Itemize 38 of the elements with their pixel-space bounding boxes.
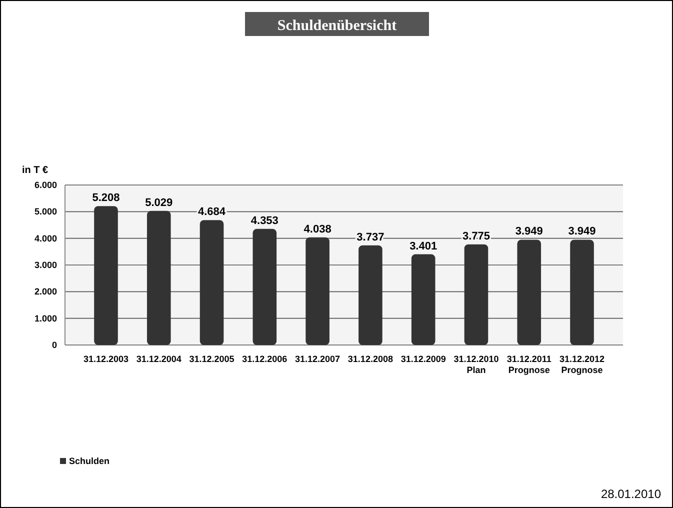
data-label: 5.029 bbox=[145, 196, 173, 209]
x-tick-label: 31.12.2004 bbox=[136, 354, 182, 364]
x-tick-label: 31.12.2003 bbox=[83, 354, 129, 364]
data-label: 3.949 bbox=[568, 226, 596, 238]
y-tick-label: 2.000 bbox=[34, 286, 57, 297]
bar bbox=[306, 237, 330, 345]
bar bbox=[517, 240, 542, 345]
y-axis-title: in T € bbox=[22, 165, 49, 176]
x-tick-label: 31.12.2008 bbox=[348, 354, 393, 364]
x-tick-label: 31.12.2012 Prognose bbox=[559, 354, 605, 375]
y-tick-label: 6.000 bbox=[34, 180, 57, 190]
bar bbox=[252, 228, 277, 345]
x-tick-label: 31.12.2007 bbox=[295, 354, 340, 364]
chart-title: Schuldenübersicht bbox=[277, 18, 397, 34]
bar bbox=[411, 254, 436, 345]
bar bbox=[464, 244, 488, 345]
y-tick-label: 4.000 bbox=[34, 233, 57, 244]
bar bbox=[146, 210, 171, 345]
y-tick-label: 3.000 bbox=[34, 260, 57, 270]
y-tick-label: 1.000 bbox=[34, 313, 57, 324]
bar bbox=[94, 206, 118, 345]
data-label: 4.038 bbox=[304, 223, 332, 236]
data-label: 5.208 bbox=[92, 192, 120, 204]
bar bbox=[358, 245, 382, 345]
bar bbox=[570, 240, 594, 345]
x-tick-label: 31.12.2010 Plan bbox=[454, 354, 499, 375]
data-label: 4.353 bbox=[250, 214, 278, 227]
x-tick-label: 31.12.2009 bbox=[400, 354, 446, 364]
text: 28.01.2010 bbox=[600, 487, 662, 501]
x-tick-label: 31.12.2011 Prognose bbox=[506, 354, 552, 375]
data-label: 3.949 bbox=[515, 226, 543, 238]
y-tick-label: 0 bbox=[52, 340, 57, 350]
x-tick-label: 31.12.2005 bbox=[189, 354, 234, 364]
y-tick-label: 5.000 bbox=[34, 206, 57, 217]
legend-label: Schulden bbox=[69, 456, 110, 466]
bar bbox=[200, 220, 224, 345]
x-tick-label: 31.12.2006 bbox=[242, 354, 288, 364]
data-label: 3.401 bbox=[410, 240, 438, 252]
